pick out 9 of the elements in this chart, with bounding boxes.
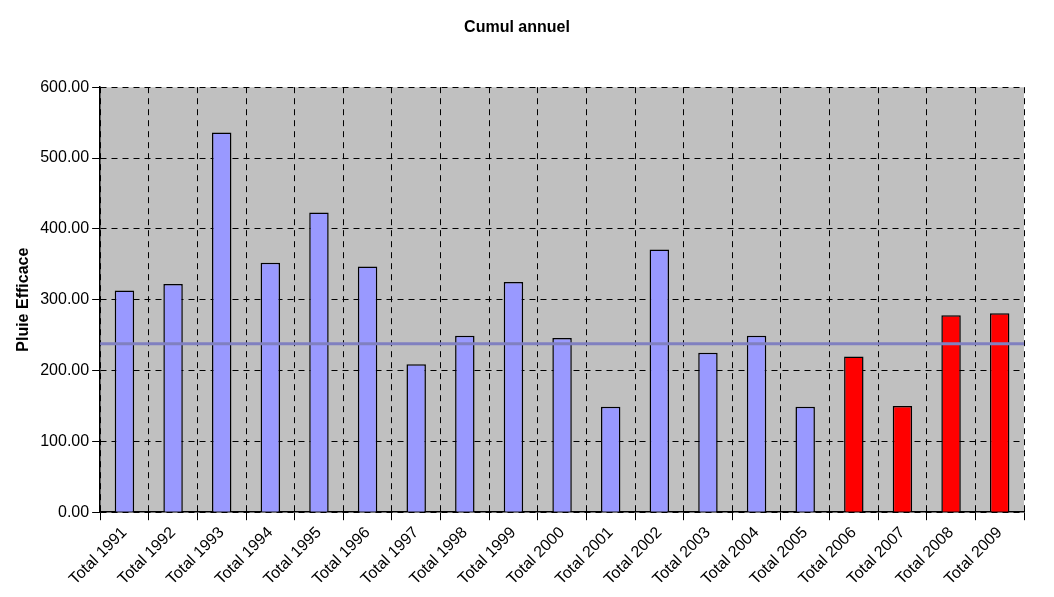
chart-title: Cumul annuel xyxy=(464,18,570,36)
y-tick-label: 600.00 xyxy=(40,77,90,95)
y-tick-label: 500.00 xyxy=(40,148,90,166)
y-tick-label: 300.00 xyxy=(40,290,90,308)
y-tick-label: 0.00 xyxy=(58,502,90,520)
y-tick-label: 400.00 xyxy=(40,219,90,237)
y-axis-title: Pluie Efficace xyxy=(14,247,32,352)
y-tick-label: 100.00 xyxy=(40,431,90,449)
y-tick-label: 200.00 xyxy=(40,360,90,378)
